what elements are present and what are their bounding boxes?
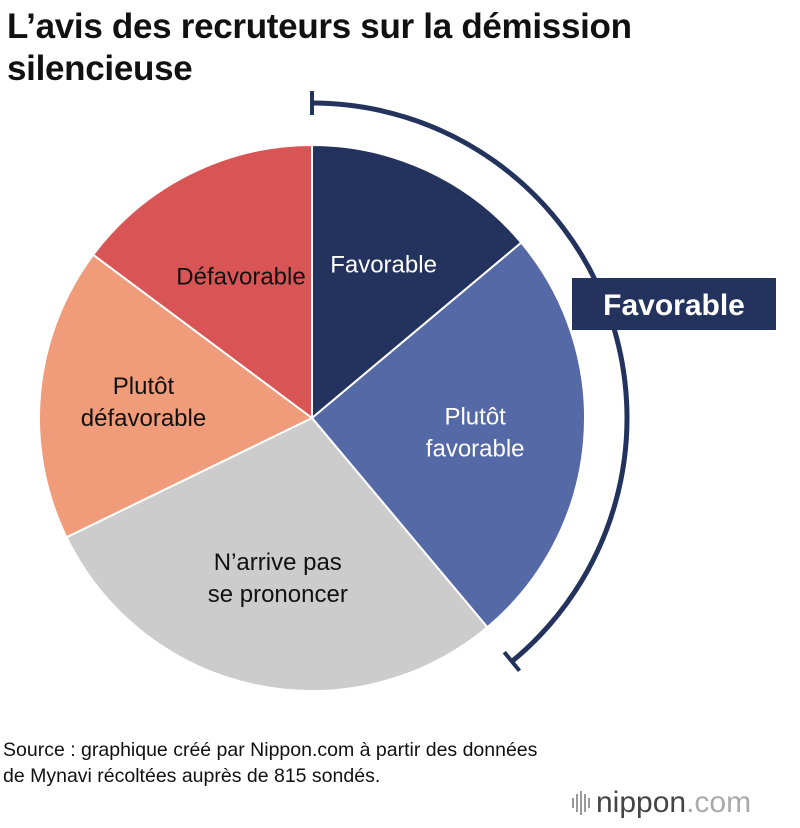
pie-slice-0 (311, 143, 523, 421)
bracket-label-box (572, 278, 776, 330)
pie-slice-4 (91, 143, 313, 420)
chart-title: L’avis des recruteurs sur la démission s… (7, 7, 632, 88)
bracket-label: Favorable (603, 289, 745, 322)
logo-suffix: .com (686, 786, 752, 819)
pie-slice-3 (38, 253, 314, 539)
slice-label-2: N’arrive pas (214, 549, 342, 576)
logo-bars-icon (572, 791, 590, 815)
slice-label-0: Favorable (330, 252, 437, 279)
slice-label-1: favorable (426, 435, 525, 462)
pie-slice-1 (310, 241, 586, 629)
slice-label-2: se prononcer (208, 581, 348, 608)
bracket-tick (502, 650, 522, 672)
nippon-logo: nippon.com (572, 786, 751, 820)
slice-label-3: Plutôt (113, 373, 175, 400)
slice-label-1: Plutôt (444, 403, 506, 430)
slice-label-3: défavorable (81, 405, 206, 432)
source-note: Source : graphique créé par Nippon.com à… (3, 739, 538, 787)
slice-label-4: Défavorable (176, 263, 305, 290)
logo-text: nippon (596, 786, 687, 819)
